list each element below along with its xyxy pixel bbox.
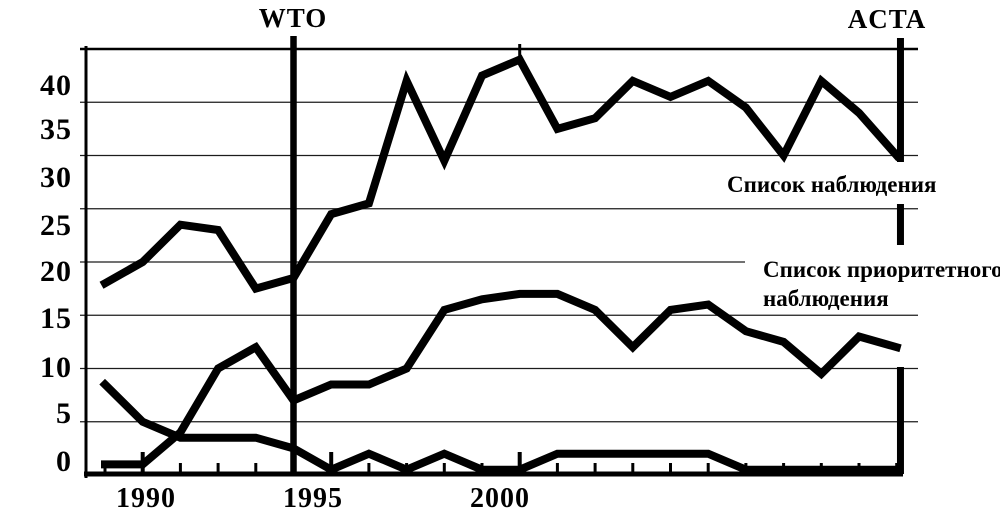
priority-label-line1: Список приоритетного <box>763 257 1000 282</box>
x-axis-label-1995: 1995 <box>283 483 343 514</box>
y-axis-label-10: 10 <box>40 351 72 384</box>
y-axis-label-20: 20 <box>40 255 72 288</box>
series-line-bottom <box>99 378 901 475</box>
y-axis-label-25: 25 <box>40 209 72 242</box>
y-axis-label-0: 0 <box>56 445 72 478</box>
y-axis-label-40: 40 <box>40 69 72 102</box>
y-axis-label-30: 30 <box>40 161 72 194</box>
acta-annotation-label: ACTA <box>847 4 927 34</box>
series-line-priority-watch-list <box>101 289 902 469</box>
x-axis-label-1990: 1990 <box>116 483 176 514</box>
priority-label-line2: наблюдения <box>763 286 889 311</box>
x-axis-label-2000: 2000 <box>470 483 530 514</box>
y-axis-label-5: 5 <box>56 397 72 430</box>
wto-annotation-label: WTO <box>258 3 328 33</box>
watch-list-series-label: Список наблюдения <box>727 172 937 197</box>
series-line-watch-list <box>99 54 903 294</box>
y-axis-label-15: 15 <box>40 302 72 335</box>
priority-watch-list-series-label: Список приоритетного наблюдения <box>763 255 1000 313</box>
y-axis-label-35: 35 <box>40 113 72 146</box>
